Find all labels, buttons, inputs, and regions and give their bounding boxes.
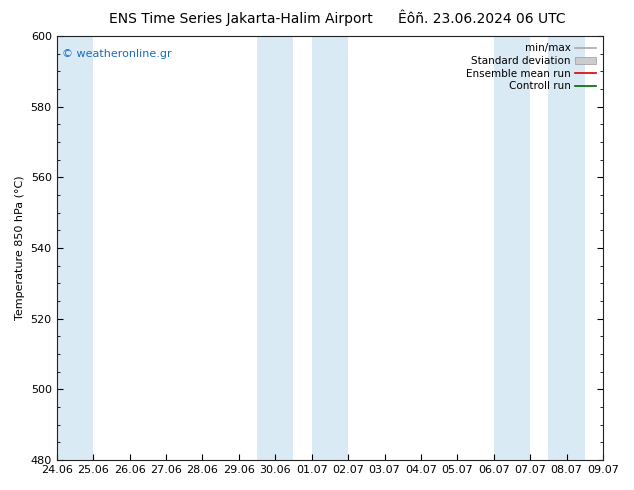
Text: © weatheronline.gr: © weatheronline.gr (62, 49, 172, 59)
Legend: min/max, Standard deviation, Ensemble mean run, Controll run: min/max, Standard deviation, Ensemble me… (464, 41, 598, 93)
Text: Êôñ. 23.06.2024 06 UTC: Êôñ. 23.06.2024 06 UTC (398, 12, 566, 26)
Bar (494, 36, 530, 460)
Y-axis label: Temperature 850 hPa (°C): Temperature 850 hPa (°C) (15, 176, 25, 320)
Bar (548, 36, 585, 460)
Bar (257, 36, 294, 460)
Bar (56, 36, 93, 460)
Bar (312, 36, 348, 460)
Text: ENS Time Series Jakarta-Halim Airport: ENS Time Series Jakarta-Halim Airport (109, 12, 373, 26)
